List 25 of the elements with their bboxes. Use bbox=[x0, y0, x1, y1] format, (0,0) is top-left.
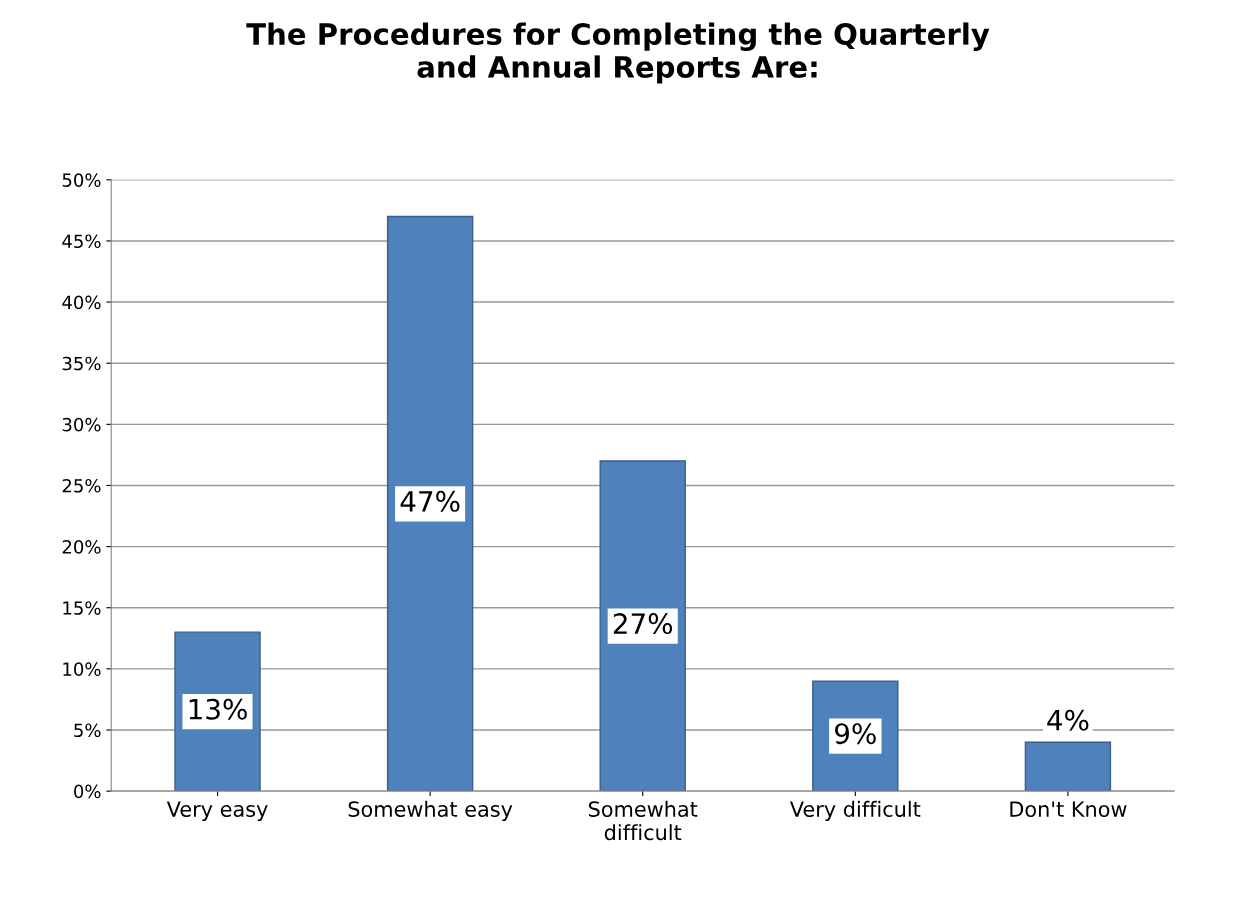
y-tick-label: 50% bbox=[62, 173, 101, 187]
bar bbox=[386, 215, 474, 792]
data-label: 13% bbox=[189, 698, 247, 720]
bar bbox=[1024, 741, 1112, 792]
x-tick-label: Somewhat easy bbox=[348, 800, 513, 821]
y-tick-label: 10% bbox=[63, 662, 101, 676]
data-label: 9% bbox=[835, 723, 876, 745]
x-tick-label: Don't Know bbox=[1010, 801, 1127, 817]
bar bbox=[599, 460, 686, 792]
y-tick-label: 15% bbox=[63, 601, 101, 615]
y-tick-label: 45% bbox=[62, 234, 101, 249]
y-tick-label: 40% bbox=[62, 295, 101, 310]
y-tick-label: 35% bbox=[62, 356, 101, 371]
data-label: 4% bbox=[1047, 709, 1089, 731]
y-tick-label: 25% bbox=[62, 478, 101, 493]
x-tick-label: Very easy bbox=[166, 801, 268, 821]
chart-title: The Procedures for Completing the Quarterly and Annual Reports Are: bbox=[246, 22, 990, 84]
y-tick-label: 30% bbox=[62, 417, 101, 432]
x-tick-label: Very difficult bbox=[789, 800, 921, 821]
data-label: 27% bbox=[613, 613, 673, 635]
y-tick-label: 20% bbox=[62, 540, 101, 554]
y-tick-label: 5% bbox=[74, 723, 101, 738]
x-tick-label: Somewhat difficult bbox=[588, 800, 698, 841]
data-label: 47% bbox=[400, 490, 460, 512]
y-tick-label: 0% bbox=[74, 784, 101, 799]
